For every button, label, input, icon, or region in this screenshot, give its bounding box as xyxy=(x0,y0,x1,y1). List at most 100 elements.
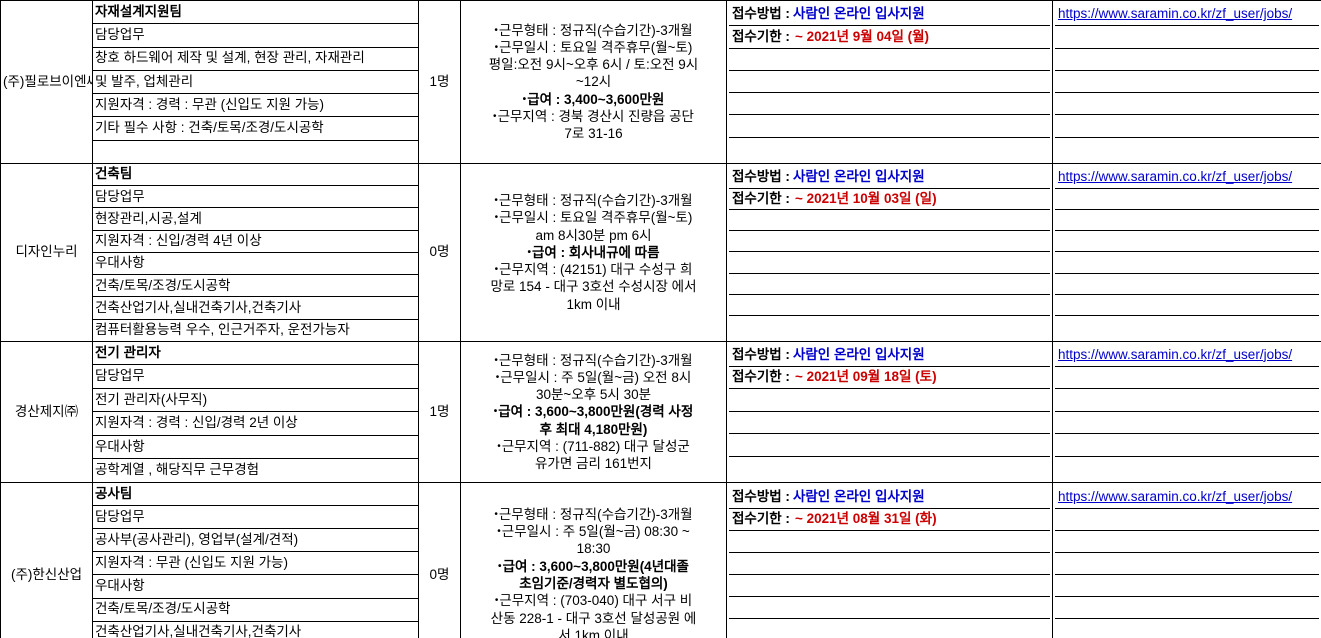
empty-cell xyxy=(1055,367,1319,390)
empty-cell xyxy=(729,457,1050,480)
empty-cell xyxy=(1055,252,1319,274)
apply-link-cell: https://www.saramin.co.kr/zf_user/jobs/ xyxy=(1052,340,1321,483)
work-condition-item: •근무지역 : 경북 경산시 진량읍 공단 xyxy=(463,108,724,125)
apply-deadline-label: 접수기한 : xyxy=(732,190,790,206)
apply-link-row: https://www.saramin.co.kr/zf_user/jobs/ xyxy=(1055,4,1319,27)
job-title-cell: 건축팀 xyxy=(92,162,419,187)
saramin-link[interactable]: https://www.saramin.co.kr/zf_user/jobs/ xyxy=(1058,169,1293,185)
work-condition-item: •근무일시 : 주 5일(월~금) 오전 8시 xyxy=(463,369,724,386)
job-detail-cell: 컴퓨터활용능력 우수, 인근거주자, 운전가능자 xyxy=(92,318,419,342)
empty-cell xyxy=(729,49,1050,71)
apply-link-stack: https://www.saramin.co.kr/zf_user/jobs/ xyxy=(1055,344,1319,479)
apply-method-row: 접수방법 : 사람인 온라인 입사지원 xyxy=(729,344,1050,367)
headcount-cell: 0명 xyxy=(418,481,461,638)
work-condition-text: 근무일시 : 주 5일(월~금) 08:30 ~ xyxy=(501,524,690,540)
headcount-cell: 1명 xyxy=(418,0,461,164)
table-row: 경산제지㈜ 전기 관리자 1명 •근무형태 : 정규직(수습기간)-3개월 •근무일시 … xyxy=(0,340,1321,483)
apply-method-label: 접수방법 : xyxy=(732,6,790,22)
work-condition-item: •급여 : 3,400~3,600만원 xyxy=(463,91,724,108)
work-condition-item: •근무일시 : 토요일 격주휴무(월~토) xyxy=(463,39,724,56)
saramin-link[interactable]: https://www.saramin.co.kr/zf_user/jobs/ xyxy=(1058,6,1293,22)
headcount-cell: 0명 xyxy=(418,162,461,342)
table-row: 지원자격 : 경력 : 신입/경력 2년 이상 xyxy=(1,411,1321,436)
apply-info-stack: 접수방법 : 사람인 온라인 입사지원 접수기한 : ~ 2021년 9월 04일 (… xyxy=(729,4,1050,160)
work-condition-item: •급여 : 3,600~3,800만원(4년대졸 xyxy=(463,558,724,575)
empty-cell xyxy=(1055,93,1319,116)
empty-cell xyxy=(729,619,1050,638)
table-row: 지원자격 : 신입/경력 4년 이상 xyxy=(1,229,1321,253)
saramin-link[interactable]: https://www.saramin.co.kr/zf_user/jobs/ xyxy=(1058,346,1293,362)
work-condition-text: 근무일시 : 토요일 격주휴무(월~토) xyxy=(499,39,693,55)
table-row: 담당업무 xyxy=(1,23,1321,48)
bullet-icon: • xyxy=(494,354,498,366)
apply-method-value[interactable]: 사람인 온라인 입사지원 xyxy=(792,169,925,185)
job-detail-cell: 지원자격 : 무관 (신입도 지원 가능) xyxy=(92,551,419,576)
work-condition-text: 급여 : 회사내규에 따름 xyxy=(531,244,660,260)
empty-cell xyxy=(1055,531,1319,553)
work-condition-item: •서 1km 이내 xyxy=(463,627,724,638)
job-detail-cell: 기타 필수 사항 : 건축/토목/조경/도시공학 xyxy=(92,116,419,141)
empty-cell xyxy=(729,575,1050,598)
table-row: 건축/토목/조경/도시공학 xyxy=(1,597,1321,622)
work-condition-item: •급여 : 3,600~3,800만원(경력 사정 xyxy=(463,403,724,420)
empty-cell xyxy=(729,115,1050,138)
apply-deadline-label: 접수기한 : xyxy=(732,369,790,385)
work-conditions-list: •근무형태 : 정규직(수습기간)-3개월 •근무일시 : 주 5일(월~금) 오… xyxy=(463,352,724,473)
apply-link-cell: https://www.saramin.co.kr/zf_user/jobs/ xyxy=(1052,481,1321,638)
apply-method-value[interactable]: 사람인 온라인 입사지원 xyxy=(792,6,925,22)
empty-cell xyxy=(1055,71,1319,94)
empty-cell xyxy=(1055,316,1319,337)
bullet-icon: • xyxy=(494,41,499,53)
empty-cell xyxy=(1055,457,1319,480)
table-row: 컴퓨터활용능력 우수, 인근거주자, 운전가능자 xyxy=(1,318,1321,342)
empty-cell xyxy=(1055,597,1319,620)
empty-cell xyxy=(729,93,1050,116)
empty-cell xyxy=(1055,189,1319,210)
work-condition-item: •근무형태 : 정규직(수습기간)-3개월 xyxy=(463,506,724,523)
saramin-link[interactable]: https://www.saramin.co.kr/zf_user/jobs/ xyxy=(1058,488,1293,504)
work-condition-text: 서 1km 이내 xyxy=(558,627,629,638)
empty-cell xyxy=(729,434,1050,457)
empty-cell xyxy=(729,295,1050,317)
work-condition-item: •산동 228-1 - 대구 3호선 달성공원 에 xyxy=(463,610,724,627)
empty-cell xyxy=(1055,434,1319,457)
work-condition-text: 근무일시 : 주 5일(월~금) 오전 8시 xyxy=(500,369,692,385)
empty-cell xyxy=(729,316,1050,337)
apply-link-cell: https://www.saramin.co.kr/zf_user/jobs/ xyxy=(1052,162,1321,342)
bullet-icon: • xyxy=(494,212,499,224)
bullet-icon: • xyxy=(522,93,527,105)
work-conditions-list: •근무형태 : 정규직(수습기간)-3개월 •근무일시 : 주 5일(월~금) 0… xyxy=(463,506,724,638)
work-condition-text: 근무형태 : 정규직(수습기간)-3개월 xyxy=(498,193,693,209)
table-row: 공사부(공사관리), 영업부(설계/견적) xyxy=(1,528,1321,553)
bullet-icon: • xyxy=(498,560,502,572)
table-row: 디자인누리 건축팀 0명 •근무형태 : 정규직(수습기간)-3개월 •근무일시 : 토… xyxy=(0,162,1321,342)
empty-cell xyxy=(1055,138,1319,160)
table-row: 지원자격 : 무관 (신입도 지원 가능) xyxy=(1,551,1321,576)
apply-link-cell: https://www.saramin.co.kr/zf_user/jobs/ xyxy=(1052,0,1321,164)
empty-cell xyxy=(729,531,1050,553)
work-condition-text: 망로 154 - 대구 3호선 수성시장 에서 xyxy=(490,279,697,295)
headcount-cell: 1명 xyxy=(418,340,461,483)
apply-deadline-row: 접수기한 : ~ 2021년 09월 18일 (토) xyxy=(729,367,1050,390)
bullet-icon: • xyxy=(497,440,501,452)
work-condition-text: 급여 : 3,400~3,600만원 xyxy=(527,91,665,107)
apply-method-value[interactable]: 사람인 온라인 입사지원 xyxy=(792,346,925,362)
bullet-icon: • xyxy=(497,526,501,538)
apply-link-row: https://www.saramin.co.kr/zf_user/jobs/ xyxy=(1055,344,1319,367)
empty-cell xyxy=(1055,210,1319,232)
company-name-cell: 경산제지㈜ xyxy=(0,340,93,483)
work-condition-text: 근무형태 : 정규직(수습기간)-3개월 xyxy=(498,352,693,368)
apply-method-value[interactable]: 사람인 온라인 입사지원 xyxy=(792,488,925,504)
apply-deadline-row: 접수기한 : ~ 2021년 9월 04일 (월) xyxy=(729,26,1050,49)
apply-deadline-label: 접수기한 : xyxy=(732,28,790,44)
empty-cell xyxy=(729,412,1050,435)
work-condition-text: am 8시30분 pm 6시 xyxy=(535,227,652,243)
apply-deadline-value: ~ 2021년 9월 04일 (월) xyxy=(794,28,930,44)
job-detail-cell: 건축산업기사,실내건축기사,건축기사 xyxy=(92,620,419,638)
apply-method-label: 접수방법 : xyxy=(732,346,790,362)
empty-cell xyxy=(1055,509,1319,531)
work-condition-item: •초임기준/경력자 별도협의) xyxy=(463,575,724,592)
job-detail-cell: 담당업무 xyxy=(92,505,419,530)
work-condition-text: 산동 228-1 - 대구 3호선 달성공원 에 xyxy=(490,610,697,626)
